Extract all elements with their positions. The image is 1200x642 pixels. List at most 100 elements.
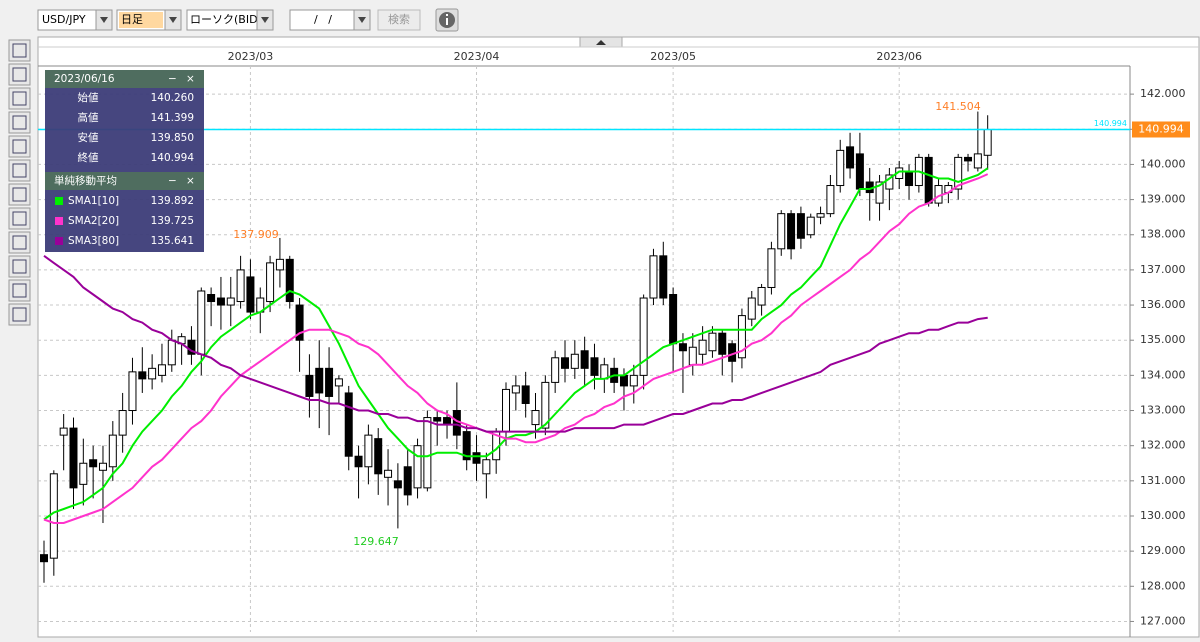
candle-body	[118, 410, 127, 436]
y-tick-label: 128.000	[1140, 579, 1186, 592]
candle-body	[698, 339, 707, 355]
candle-body	[334, 378, 343, 387]
panel-header	[45, 70, 204, 88]
sma-panel-title: 単純移動平均	[54, 174, 117, 187]
tool-button[interactable]	[8, 303, 31, 326]
dropdown-arrow	[261, 17, 269, 23]
info-icon-dot	[446, 14, 448, 16]
candle-body	[787, 213, 796, 250]
annotation: 129.647	[353, 535, 399, 548]
tool-icon	[12, 67, 27, 82]
candle-body	[826, 185, 835, 215]
tool-icon	[12, 115, 27, 130]
candle-body	[629, 374, 638, 387]
candle-body	[983, 128, 992, 156]
search-button[interactable]	[377, 9, 421, 31]
candle-body	[285, 258, 294, 303]
tool-button[interactable]	[8, 279, 31, 302]
candle-body	[462, 431, 471, 461]
tool-button[interactable]	[8, 39, 31, 62]
tool-icon	[12, 139, 27, 154]
candle-body	[541, 381, 550, 429]
candle-body	[846, 146, 855, 169]
legend-swatch	[55, 197, 63, 205]
panel-header	[45, 172, 204, 190]
candle-body	[747, 297, 756, 320]
dropdown-arrow	[169, 17, 177, 23]
panel-row-label: 始値	[78, 91, 99, 104]
legend-value: 139.892	[151, 195, 194, 207]
candle-body	[433, 417, 442, 422]
candle-body	[737, 315, 746, 359]
candle-body	[708, 332, 717, 352]
y-tick-label: 131.000	[1140, 474, 1186, 487]
candle-body	[767, 248, 776, 288]
tool-button[interactable]	[8, 207, 31, 230]
y-tick-label: 136.000	[1140, 298, 1186, 311]
chart-type-text: ローソク(BID)	[190, 13, 262, 26]
y-tick-label: 133.000	[1140, 404, 1186, 417]
tool-icon	[12, 235, 27, 250]
candle-body	[796, 213, 805, 239]
candle-body	[305, 374, 314, 397]
candle-body	[570, 353, 579, 369]
tool-button[interactable]	[8, 159, 31, 182]
dropdown-arrow	[100, 17, 108, 23]
candle-body	[560, 357, 569, 369]
candle-body	[669, 294, 678, 345]
tool-button[interactable]	[8, 255, 31, 278]
candle-body	[315, 367, 324, 394]
panel-row-value: 139.850	[151, 132, 194, 144]
candle-body	[964, 156, 973, 162]
candle-body	[905, 170, 914, 187]
candle-body	[757, 286, 766, 306]
tool-button[interactable]	[8, 63, 31, 86]
candle-body	[246, 276, 255, 313]
candle-body	[816, 213, 825, 218]
candle-body	[59, 427, 68, 436]
legend-value: 139.725	[151, 215, 194, 227]
y-tick-label: 134.000	[1140, 368, 1186, 381]
candle-body	[600, 364, 609, 380]
tool-button[interactable]	[8, 87, 31, 110]
candle-body	[374, 438, 383, 475]
tool-button[interactable]	[8, 135, 31, 158]
candle-body	[393, 480, 402, 489]
panel-minimize[interactable]: −	[168, 73, 177, 85]
candle-body	[531, 410, 540, 426]
y-tick-label: 140.000	[1140, 157, 1186, 170]
search-text: 検索	[388, 12, 410, 26]
candle-body	[128, 371, 137, 412]
legend-label: SMA2[20]	[68, 215, 119, 227]
panel-date: 2023/06/16	[54, 73, 115, 85]
tool-button[interactable]	[8, 111, 31, 134]
timeframe-highlight	[119, 12, 163, 28]
candle-body	[590, 357, 599, 376]
candle-body	[364, 434, 373, 468]
y-tick-label: 137.000	[1140, 263, 1186, 276]
y-tick-label: 129.000	[1140, 544, 1186, 557]
x-tick-label: 2023/06	[876, 50, 922, 63]
info-icon-bar	[446, 18, 448, 25]
candle-body	[875, 181, 884, 204]
candle-body	[79, 462, 88, 485]
panel-minimize[interactable]: −	[168, 175, 177, 187]
panel-row-label: 安値	[78, 131, 99, 144]
candle-body	[148, 367, 157, 380]
x-tick-label: 2023/04	[454, 50, 500, 63]
candle-body	[344, 392, 353, 457]
candle-body	[69, 427, 78, 489]
panel-row-value: 140.994	[151, 152, 195, 164]
candle-body	[266, 262, 275, 303]
legend-label: SMA3[80]	[68, 235, 119, 247]
panel-close[interactable]: ×	[186, 73, 195, 85]
price-box-label: 140.994	[1138, 122, 1184, 135]
annotation: 137.909	[233, 228, 279, 241]
panel-close[interactable]: ×	[186, 175, 195, 187]
candle-body	[108, 434, 117, 468]
candle-body	[216, 297, 225, 306]
tool-button[interactable]	[8, 183, 31, 206]
date-field-text: / /	[314, 13, 332, 26]
panel-row-label: 高値	[78, 111, 99, 124]
tool-button[interactable]	[8, 231, 31, 254]
